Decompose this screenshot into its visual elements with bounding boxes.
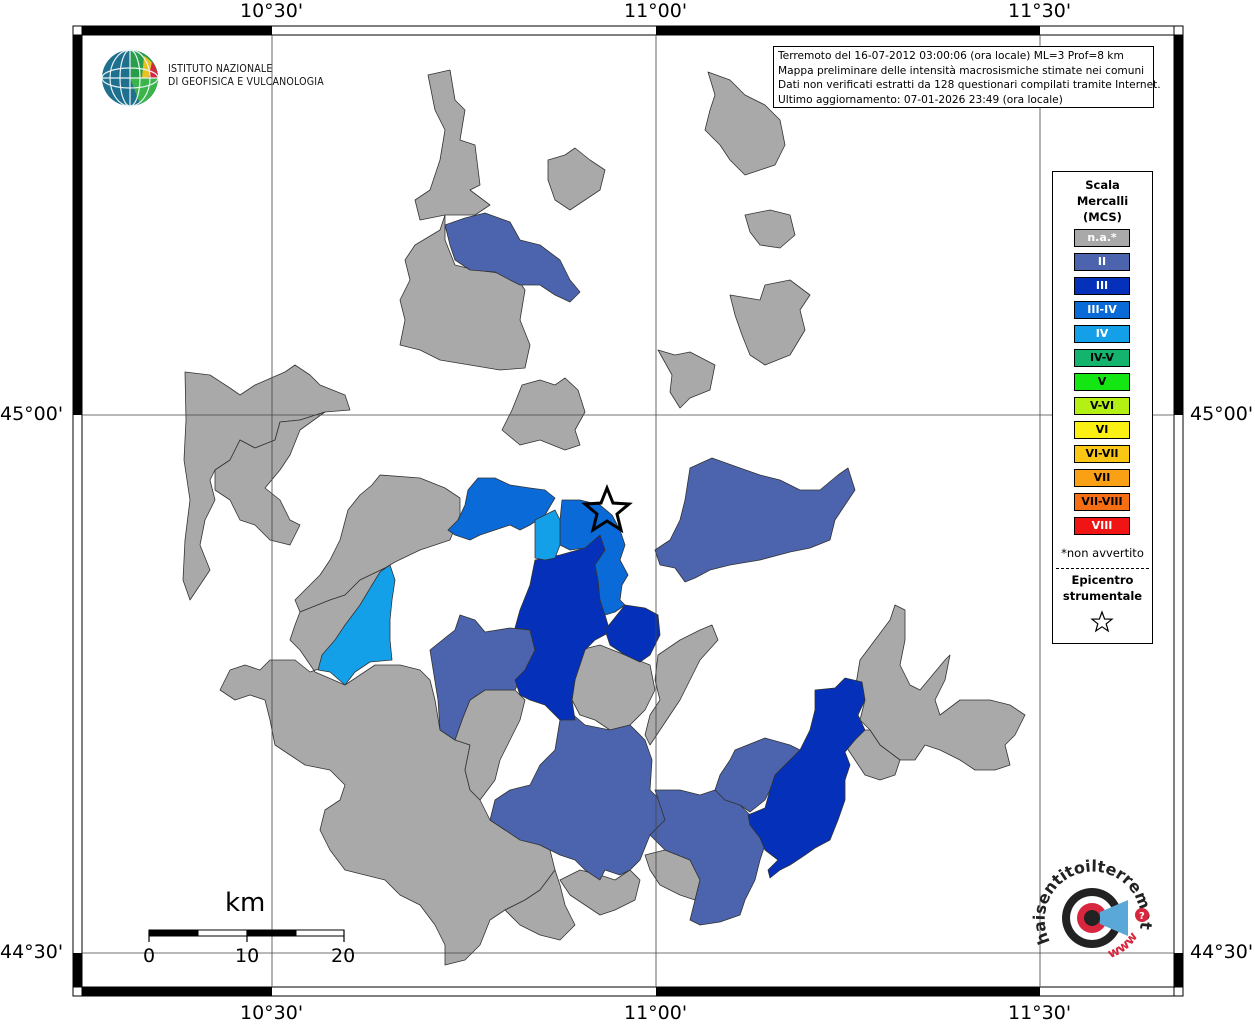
municipality[interactable] [547,147,606,211]
scale-bar [148,929,345,942]
legend-note: *non avvertito [1061,546,1144,560]
municipality[interactable] [604,604,661,663]
legend-item: IV [1074,325,1130,343]
lat-label-left: 44°30' [0,941,64,963]
frame-bar [656,26,1040,35]
frame-corner [1173,25,1184,36]
municipality[interactable] [219,567,556,966]
municipality[interactable] [501,377,586,451]
epicentre-star [581,483,633,534]
municipalities [182,69,1026,966]
municipality[interactable] [657,349,716,409]
legend-item: V [1074,373,1130,391]
scale-bar-segment [246,929,297,937]
map-frame-inner [81,34,1175,988]
legend-item: n.a.* [1074,229,1130,247]
municipality[interactable] [704,71,786,176]
lon-label-top: 11°30' [1008,0,1072,22]
scale-bar-segment [148,929,199,937]
legend-epicentre-line: strumentale [1062,589,1143,603]
event-info-line: Mappa preliminare delle intensità macros… [778,64,1145,77]
frame-corner [1173,986,1184,997]
municipality[interactable] [747,677,866,879]
municipality[interactable] [729,279,811,366]
star-icon [1090,610,1114,633]
legend-item: III-IV [1074,301,1130,319]
institute-line2: DI GEOFISICA E VULCANOLOGIA [168,76,324,88]
mcs-legend: Scala Mercalli (MCS) n.a.* II III III-IV IV I… [1052,171,1153,644]
legend-title: Scala Mercalli (MCS) [1053,177,1152,225]
event-info-line: Dati non verificati estratti da 128 ques… [778,79,1161,91]
ingv-globe-logo [101,49,159,107]
scale-tick-label: 10 [235,945,260,967]
legend-item: II [1074,253,1130,271]
legend-item: IV-V [1074,349,1130,367]
graticule [82,35,1174,987]
scale-tick-label: 20 [331,945,356,967]
lat-label-right: 44°30' [1190,941,1254,963]
legend-epicentre: Epicentro strumentale [1053,572,1152,604]
event-info-line: Terremoto del 16-07-2012 03:00:06 (ora l… [778,50,1124,62]
municipality[interactable] [399,69,531,371]
legend-item: V-VI [1074,397,1130,415]
lon-label-bottom: 11°30' [1008,1002,1072,1024]
legend-item: III [1074,277,1130,295]
legend-epicentre-line: Epicentro [1071,573,1134,587]
municipality[interactable] [534,509,561,561]
legend-item: VI-VII [1074,445,1130,463]
municipality[interactable] [844,729,901,781]
legend-separator [1056,568,1149,569]
lat-label-left: 45°00' [0,403,64,425]
scale-bar-segment [295,929,345,937]
scale-bar-segment [197,929,248,937]
municipality[interactable] [559,499,629,616]
frame-bar [1174,953,1183,987]
legend-item: VII-VIII [1074,493,1130,511]
frame-bar [82,987,272,996]
lat-label-right: 45°00' [1190,403,1254,425]
event-info-line: Ultimo aggiornamento: 07-01-2026 23:49 (… [778,93,1063,106]
frame-bar [73,35,82,415]
map-frame-outer [72,25,1184,997]
municipality[interactable] [444,212,581,303]
lon-label-bottom: 11°00' [624,1002,688,1024]
frame-bar [73,953,82,987]
lon-label-bottom: 10°30' [240,1002,304,1024]
municipality[interactable] [504,869,576,941]
legend-title-line: Scala [1085,178,1120,192]
frame-bar [656,987,1040,996]
municipality[interactable] [317,564,396,686]
legend-item: VII [1074,469,1130,487]
legend-item: VI [1074,421,1130,439]
svg-text:?: ? [1139,911,1145,922]
frame-corner [72,25,83,36]
municipality[interactable] [644,624,719,746]
municipality[interactable] [714,737,801,813]
frame-bar [82,26,272,35]
frame-corner [72,986,83,997]
lon-label-top: 11°00' [624,0,688,22]
legend-item: VIII [1074,517,1130,535]
municipality[interactable] [654,457,856,583]
frame-bar [1174,35,1183,415]
scale-tick-label: 0 [143,945,156,967]
municipality[interactable] [744,209,796,249]
lon-label-top: 10°30' [240,0,304,22]
event-info-box: Terremoto del 16-07-2012 03:00:06 (ora l… [773,46,1161,108]
legend-title-line: (MCS) [1083,210,1122,224]
institute-line1: ISTITUTO NAZIONALE [168,63,273,75]
scale-unit: km [225,888,266,918]
hsit-logo: haisentitoilterremoto.it www. ? [1030,850,1156,962]
municipality[interactable] [214,411,326,546]
legend-title-line: Mercalli [1076,194,1129,208]
municipality[interactable] [447,477,556,541]
institute-name: ISTITUTO NAZIONALE DI GEOFISICA E VULCAN… [168,63,324,89]
municipality[interactable] [489,711,666,881]
